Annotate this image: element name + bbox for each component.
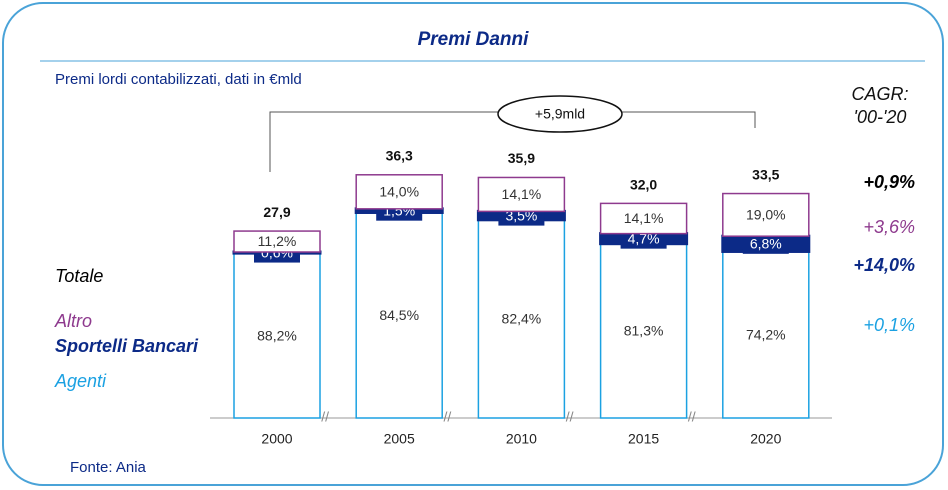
axis-break: // xyxy=(566,409,574,425)
segment-label: 14,0% xyxy=(379,184,419,200)
bar-segment xyxy=(355,211,443,419)
legend-label: Sportelli Bancari xyxy=(55,336,199,356)
segment-label: 74,2% xyxy=(746,326,786,342)
x-tick-label: 2015 xyxy=(628,431,659,447)
legend-label: Agenti xyxy=(54,371,107,391)
segment-label: 81,3% xyxy=(624,323,664,339)
segment-label: 14,1% xyxy=(624,210,664,226)
x-tick-label: 2020 xyxy=(750,431,781,447)
cagr-header: CAGR: xyxy=(851,84,908,104)
segment-label: 84,5% xyxy=(379,307,419,323)
total-label: 33,5 xyxy=(752,166,779,182)
chart-title: Premi Danni xyxy=(418,29,530,50)
total-label: 35,9 xyxy=(508,150,535,166)
bar-segment xyxy=(233,230,321,253)
annotation: +5,9mld xyxy=(535,106,585,122)
axis-break: // xyxy=(688,409,696,425)
x-tick-label: 2010 xyxy=(506,431,537,447)
bar-segment xyxy=(599,242,688,419)
segment-label: 82,4% xyxy=(502,311,542,327)
annotation-bubble xyxy=(497,95,623,133)
total-label: 27,9 xyxy=(263,204,290,220)
bar-segment xyxy=(477,176,566,213)
axis-break: // xyxy=(444,409,452,425)
segment-label: 88,2% xyxy=(257,327,297,343)
cagr-value: +0,9% xyxy=(863,172,915,192)
subtitle: Premi lordi contabilizzati, dati in €mld xyxy=(55,71,302,88)
legend-label: Totale xyxy=(55,266,103,286)
legend-label: Altro xyxy=(54,311,92,331)
bar-segment xyxy=(355,174,443,210)
cagr-value: +14,0% xyxy=(853,255,915,275)
cagr-value: +3,6% xyxy=(863,217,915,237)
bar-segment xyxy=(233,252,321,419)
bar-segment xyxy=(599,202,688,235)
segment-label: 14,1% xyxy=(502,186,542,202)
bar-segment xyxy=(722,192,810,237)
x-tick-label: 2000 xyxy=(261,431,292,447)
total-label: 36,3 xyxy=(386,147,413,163)
source: Fonte: Ania xyxy=(70,459,147,476)
segment-label: 6,8% xyxy=(750,236,782,252)
cagr-header: '00-'20 xyxy=(854,107,907,127)
segment-label: 19,0% xyxy=(746,207,786,223)
total-label: 32,0 xyxy=(630,176,657,192)
bar-segment xyxy=(722,250,810,419)
cagr-value: +0,1% xyxy=(863,315,915,335)
segment-label: 11,2% xyxy=(258,233,297,249)
x-tick-label: 2005 xyxy=(384,431,415,447)
segment-label-box xyxy=(742,233,789,254)
axis-break: // xyxy=(321,409,329,425)
